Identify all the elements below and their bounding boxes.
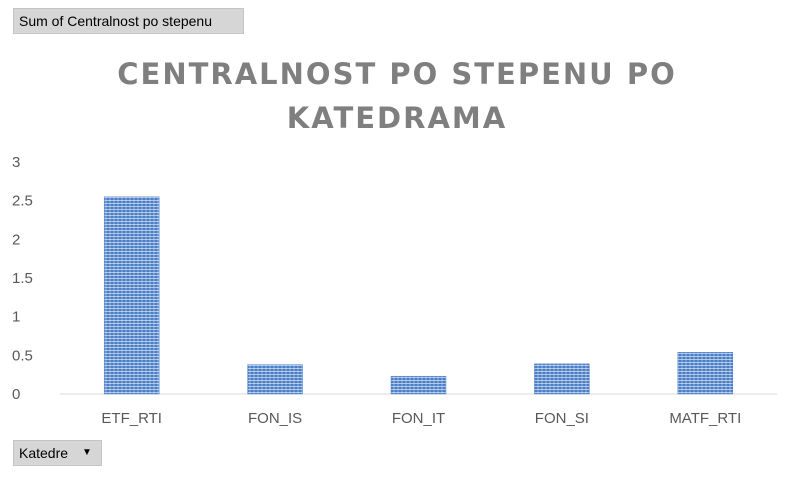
bar-fon-si xyxy=(534,363,590,395)
x-tick-label: MATF_RTI xyxy=(669,410,741,427)
chart-title-line-2: KATEDRAMA xyxy=(287,101,507,135)
bar-etf-rti xyxy=(103,196,160,395)
bar-matf-rti xyxy=(677,351,734,395)
y-tick-label: 2 xyxy=(12,231,20,248)
x-tick-label: FON_SI xyxy=(535,410,589,427)
x-tick-label: FON_IS xyxy=(248,410,302,427)
x-axis-labels: ETF_RTI FON_IS FON_IT FON_SI MATF_RTI xyxy=(101,410,741,427)
y-tick-label: 1 xyxy=(12,309,20,326)
bars xyxy=(103,196,734,395)
bar-fon-is xyxy=(247,364,303,395)
y-tick-label: 1.5 xyxy=(12,270,33,287)
chevron-down-icon[interactable]: ▼ xyxy=(82,447,92,458)
chart-title-line-1: CENTRALNOST PO STEPENU PO xyxy=(117,57,676,91)
value-field-label: Sum of Centralnost po stepenu xyxy=(19,13,213,29)
value-field-button[interactable]: Sum of Centralnost po stepenu xyxy=(13,8,244,34)
y-tick-label: 0 xyxy=(12,386,20,403)
x-tick-label: ETF_RTI xyxy=(101,410,162,427)
y-tick-label: 2.5 xyxy=(12,193,33,210)
axis-field-label: Katedre xyxy=(19,445,69,461)
y-axis-labels: 0 0.5 1 1.5 2 2.5 3 xyxy=(12,154,33,403)
y-tick-label: 0.5 xyxy=(12,347,33,364)
x-tick-label: FON_IT xyxy=(392,410,445,427)
bar-fon-it xyxy=(390,375,447,395)
axis-field-dropdown[interactable]: Katedre ▼ xyxy=(13,440,102,466)
y-tick-label: 3 xyxy=(12,154,20,171)
